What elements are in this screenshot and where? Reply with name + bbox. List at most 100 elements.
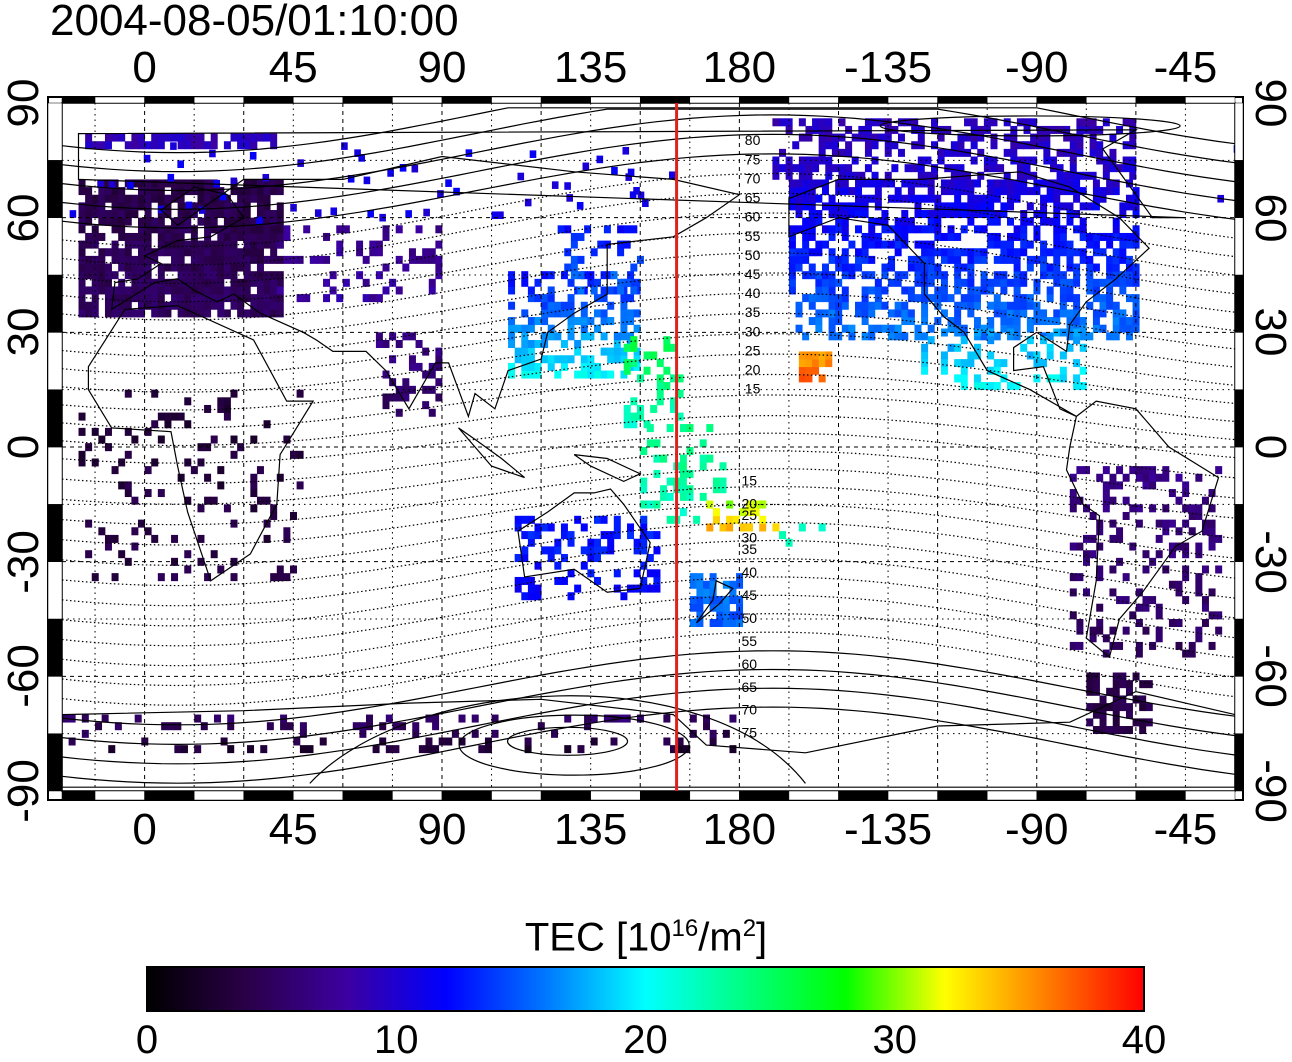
tec-cell (689, 573, 697, 582)
tec-cell (980, 332, 988, 341)
tec-cell (237, 248, 245, 257)
tec-cell (643, 351, 651, 360)
tec-cell (210, 141, 218, 150)
tec-cell (1215, 466, 1223, 475)
tec-cell (759, 515, 767, 524)
contour-line (61, 394, 1236, 447)
tec-cell (491, 729, 499, 738)
tec-cell (1092, 286, 1100, 295)
tec-cell (894, 225, 902, 234)
tec-cell (104, 187, 112, 196)
tec-cell (243, 248, 251, 257)
tec-cell (696, 573, 704, 582)
tec-cell (779, 531, 787, 540)
tec-cell (815, 278, 823, 287)
tec-cell (1162, 565, 1170, 574)
tec-cell (973, 179, 981, 188)
tec-cell (921, 255, 929, 264)
tec-cell (686, 469, 694, 478)
tec-cell (931, 164, 939, 173)
tec-cell (861, 248, 869, 257)
tec-cell (204, 271, 212, 280)
tec-cell (1195, 580, 1203, 589)
tec-cell (577, 286, 585, 295)
tec-cell (640, 523, 648, 532)
tec-cell (947, 225, 955, 234)
tec-cell (808, 294, 816, 303)
tec-cell (164, 420, 172, 429)
tec-cell (954, 202, 962, 211)
tec-cell (389, 332, 397, 341)
tec-cell (144, 194, 152, 203)
tec-cell (177, 263, 185, 272)
tec-cell (828, 232, 836, 241)
tec-cell (802, 217, 810, 226)
tec-cell (821, 202, 829, 211)
tec-cell (1046, 263, 1054, 272)
tec-cell (808, 194, 816, 203)
tec-cell (197, 217, 205, 226)
tec-cell (848, 187, 856, 196)
tec-cell (237, 301, 245, 310)
contour-line (61, 108, 1236, 173)
tec-cell (574, 515, 582, 524)
top-axis-bar (94, 96, 145, 104)
tec-cell (901, 179, 909, 188)
tec-cell (263, 420, 271, 429)
tec-cell (1089, 118, 1097, 127)
tec-cell (954, 309, 962, 318)
tec-cell (970, 133, 978, 142)
tec-cell (927, 324, 935, 333)
tec-cell (593, 324, 601, 333)
tec-cell (901, 194, 909, 203)
tec-cell (587, 370, 595, 379)
tec-cell (613, 569, 621, 578)
tec-cell (547, 271, 555, 280)
tec-cell (1208, 611, 1216, 620)
tec-cell (706, 500, 714, 509)
tec-cell (547, 554, 555, 563)
tec-cell (669, 374, 677, 383)
tec-cell (1096, 542, 1104, 551)
tec-cell (402, 393, 410, 402)
tec-cell (617, 286, 625, 295)
tec-cell (319, 737, 327, 746)
tec-cell (256, 187, 264, 196)
tec-cell (78, 412, 86, 421)
tec-cell (798, 164, 806, 173)
tec-cell (567, 301, 575, 310)
tec-cell (1119, 278, 1127, 287)
contour-loop (879, 115, 1181, 137)
tec-cell (792, 141, 800, 150)
tec-cell (669, 397, 677, 406)
tec-cell (1112, 332, 1120, 341)
tec-cell (970, 141, 978, 150)
tec-cell (772, 164, 780, 173)
tec-cell (1089, 511, 1097, 520)
tec-cell (1155, 634, 1163, 643)
tec-cell (596, 155, 604, 164)
tec-cell (177, 309, 185, 318)
tec-cell (914, 225, 922, 234)
tec-cell (607, 370, 615, 379)
tec-cell (270, 573, 278, 582)
tec-cell (613, 355, 621, 364)
tec-cell (1007, 317, 1015, 326)
tec-cell (270, 294, 278, 303)
tec-cell (263, 202, 271, 211)
tec-cell (835, 255, 843, 264)
tec-cell (237, 133, 245, 142)
tec-cell (356, 248, 364, 257)
tec-cell (157, 286, 165, 295)
tec-cell (521, 576, 529, 585)
tec-cell (1059, 202, 1067, 211)
tec-cell (795, 187, 803, 196)
right-axis-bar (1234, 332, 1244, 390)
tec-cell (91, 141, 99, 150)
tec-cell (934, 202, 942, 211)
tec-cell (828, 301, 836, 310)
bottom-axis-bar (1036, 790, 1087, 801)
tec-cell (256, 294, 264, 303)
tec-cell (960, 359, 968, 368)
tec-cell (190, 232, 198, 241)
